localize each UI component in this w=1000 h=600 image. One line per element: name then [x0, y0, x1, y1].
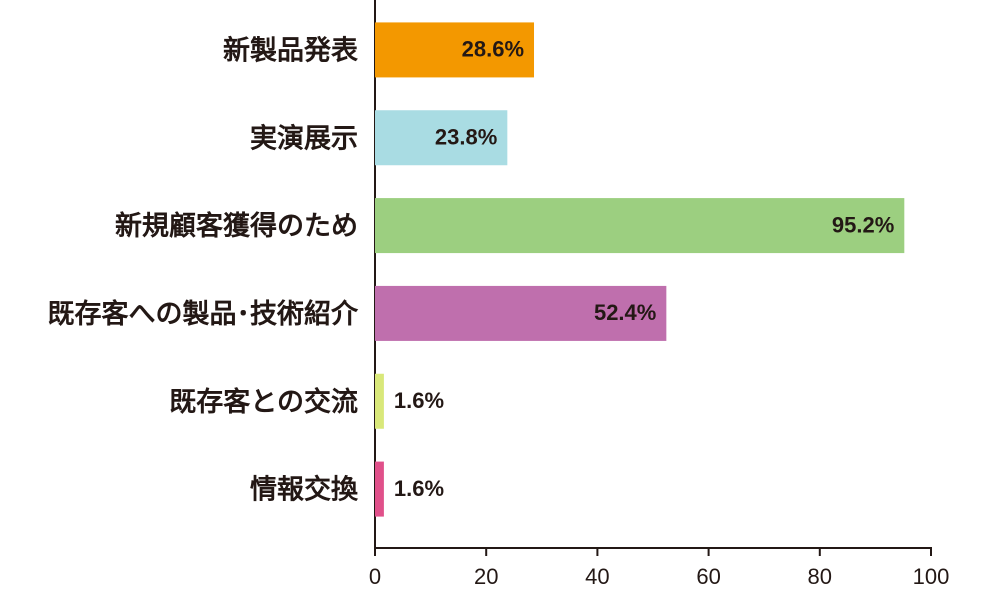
value-label: 95.2% — [832, 212, 894, 237]
x-tick-label: 80 — [808, 564, 832, 589]
category-label: 新製品発表 — [223, 34, 358, 66]
category-label: 既存客への製品･技術紹介 — [48, 298, 359, 330]
value-label: 1.6% — [394, 476, 444, 501]
bar — [375, 373, 384, 429]
bar — [375, 22, 535, 78]
x-tick-label: 20 — [474, 564, 498, 589]
x-tick-label: 0 — [369, 564, 381, 589]
value-label: 23.8% — [435, 125, 497, 150]
x-tick-label: 100 — [913, 564, 950, 589]
category-label: 既存客との交流 — [169, 386, 358, 418]
bar — [375, 461, 384, 517]
bar — [375, 285, 667, 341]
value-label: 28.6% — [462, 37, 524, 62]
bar — [375, 110, 508, 166]
value-label: 52.4% — [594, 300, 656, 325]
category-label: 新規顧客獲得のため — [115, 210, 358, 242]
value-label: 1.6% — [394, 388, 444, 413]
x-tick-label: 40 — [585, 564, 609, 589]
bar — [375, 198, 905, 254]
x-tick-label: 60 — [696, 564, 720, 589]
category-label: 実演展示 — [250, 122, 358, 154]
category-label: 情報交換 — [250, 474, 359, 506]
